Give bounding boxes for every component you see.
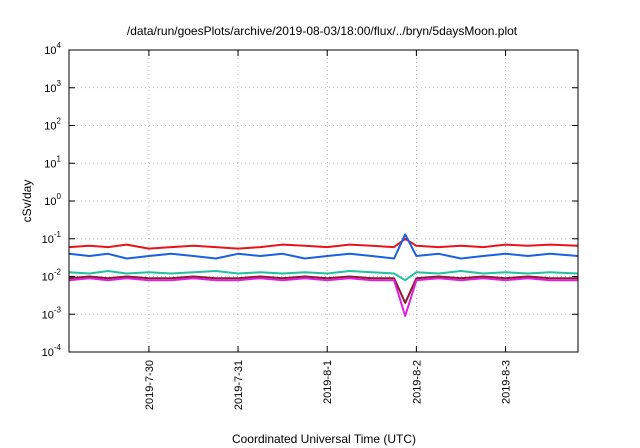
series-line-1	[68, 237, 579, 250]
x-tick-label: 2019-8-2	[411, 360, 423, 404]
y-tick-label: 103	[44, 79, 61, 95]
x-tick-label: 2019-7-31	[233, 360, 245, 410]
y-axis: 10-4 10-3 10-2 10-1 100 101 102 103 104	[42, 41, 578, 359]
series-line-3	[68, 277, 578, 317]
x-tick-label: 2019-8-3	[501, 360, 513, 404]
y-tick-label: 10-1	[42, 230, 62, 246]
series-line-4	[68, 270, 579, 282]
y-tick-label: 101	[44, 154, 61, 170]
y-tick-label: 104	[44, 41, 61, 57]
x-tick-label: 2019-8-1	[322, 360, 334, 404]
series-line-2	[68, 275, 578, 304]
y-tick-label: 100	[44, 192, 61, 208]
x-axis: 2019-7-30 2019-7-31 2019-8-1 2019-8-2 2019-8…	[144, 50, 513, 410]
x-tick-label: 2019-7-30	[144, 360, 156, 410]
series-group	[68, 233, 579, 317]
y-tick-label: 10-4	[42, 343, 62, 359]
chart-title: /data/run/goesPlots/archive/2019-08-03/1…	[127, 24, 518, 38]
y-tick-label: 10-3	[42, 305, 62, 321]
x-axis-label: Coordinated Universal Time (UTC)	[232, 432, 416, 446]
grid-lines	[69, 50, 578, 352]
series-line-5	[68, 233, 579, 260]
y-tick-label: 102	[44, 117, 61, 133]
y-axis-label: cSv/day	[20, 180, 34, 223]
y-tick-label: 10-2	[42, 268, 62, 284]
